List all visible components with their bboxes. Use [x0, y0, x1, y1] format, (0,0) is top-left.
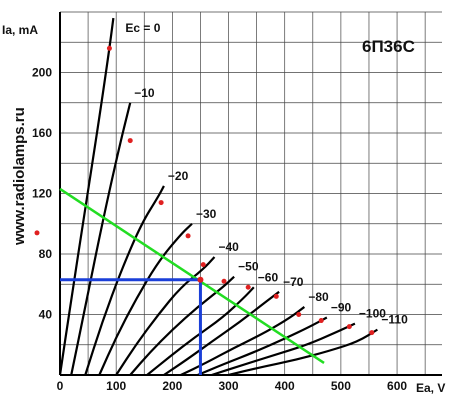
x-tick-label: 300 [219, 379, 239, 393]
curve-dot [200, 262, 206, 268]
x-axis-label: Ea, V [416, 381, 445, 395]
curve-dot [296, 312, 302, 317]
operating-point-dot [197, 276, 204, 283]
y-tick-label: 120 [32, 187, 52, 201]
curve-dot [185, 233, 191, 239]
curve-label: −60 [258, 270, 279, 284]
curve-label: −10 [134, 86, 155, 100]
curve-label: −110 [381, 313, 408, 327]
curve-labels: Ec = 0 −10 −20 −30 −40 −50−60 −70 −80−90 −100−11… [125, 21, 408, 327]
curve-label: −40 [218, 240, 239, 254]
curve-dot [346, 324, 352, 330]
plate-curves [58, 17, 378, 377]
curve-label: −20 [168, 169, 189, 183]
curve-dot [245, 284, 251, 290]
curve-dot [369, 330, 375, 336]
plate-curve [146, 286, 255, 376]
plate-curve [115, 256, 216, 376]
curve-label: −50 [238, 260, 259, 274]
load-line [59, 187, 325, 364]
plate-curve [129, 275, 235, 376]
curve-dot [106, 45, 112, 51]
plate-curve [180, 306, 306, 376]
y-axis-label: Ia, mA [2, 23, 38, 37]
curve-dot [318, 318, 324, 324]
plate-curve [197, 316, 328, 377]
x-tick-label: 500 [331, 379, 351, 393]
plate-curve [163, 290, 280, 376]
side-dot [34, 230, 40, 236]
plate-curve [58, 17, 115, 376]
plate-curve [98, 222, 193, 376]
y-tick-label: 200 [32, 66, 52, 80]
curve-label: −30 [196, 207, 217, 221]
curve-label: Ec = 0 [125, 21, 160, 35]
x-tick-label: 0 [57, 379, 64, 393]
curve-dot [221, 278, 227, 284]
plate-curve [228, 328, 378, 377]
curve-label: −90 [331, 301, 352, 315]
watermark-text: www.radiolamps.ru [11, 107, 28, 246]
curve-dot [158, 200, 164, 206]
plate-curve [84, 185, 165, 376]
y-tick-label: 80 [39, 247, 53, 261]
curve-label: −100 [359, 307, 386, 321]
y-tick-label: 160 [32, 126, 52, 140]
curve-dot [273, 293, 279, 299]
y-tick-label: 40 [39, 308, 53, 322]
x-tick-label: 200 [162, 379, 182, 393]
x-tick-label: 600 [387, 379, 407, 393]
curve-label: −80 [308, 290, 329, 304]
x-tick-label: 400 [275, 379, 295, 393]
plate-curve [70, 102, 132, 376]
plate-curve [211, 322, 356, 377]
grid [59, 11, 442, 376]
tick-labels: 0 100 200 300 400 500 600 40 80 120 160 200 [32, 66, 407, 394]
curve-dot [127, 138, 133, 144]
x-tick-label: 100 [106, 379, 126, 393]
chart-title: 6П36С [362, 37, 415, 56]
axes [59, 12, 442, 376]
curve-label: −70 [283, 275, 304, 289]
load-line-overlay [34, 187, 325, 375]
